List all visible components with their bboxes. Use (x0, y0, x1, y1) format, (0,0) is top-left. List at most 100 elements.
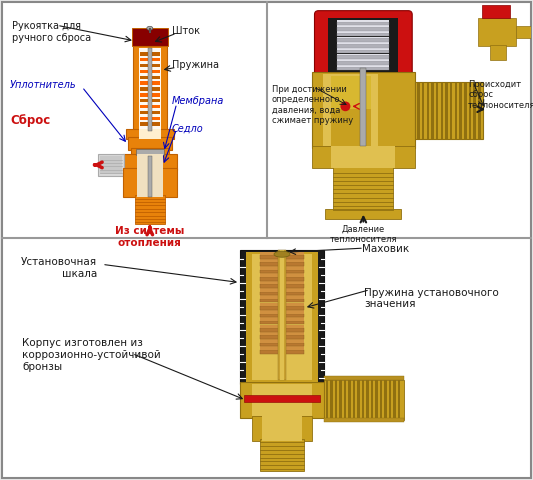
Bar (337, 44, 389, 48)
Text: Маховик: Маховик (362, 244, 409, 254)
Text: Седло: Седло (172, 124, 204, 134)
Bar (140, 56, 160, 58)
Bar (337, 56, 389, 59)
Bar (441, 82, 443, 139)
Bar (516, 26, 533, 38)
Text: При достижении
определенного
давления, вода
сжимает пружину: При достижении определенного давления, в… (272, 85, 353, 125)
Bar (260, 266, 304, 270)
Bar (140, 50, 160, 52)
Bar (260, 324, 304, 328)
Bar (455, 82, 457, 139)
Text: Сброс: Сброс (10, 114, 50, 128)
Bar (328, 17, 398, 72)
Bar (324, 380, 404, 420)
Bar (260, 350, 304, 354)
Bar (100, 156, 122, 174)
Text: Пружина: Пружина (172, 60, 219, 71)
Bar (337, 61, 389, 64)
Bar (133, 46, 167, 131)
Text: Из системы
отопления: Из системы отопления (115, 227, 184, 248)
Bar (128, 137, 172, 150)
Bar (140, 117, 160, 120)
Bar (140, 102, 160, 105)
Bar (422, 82, 424, 139)
Bar (252, 254, 312, 380)
Bar (389, 380, 391, 420)
Bar (260, 347, 304, 350)
Bar (240, 382, 324, 419)
Bar (358, 380, 360, 420)
Bar (371, 380, 373, 420)
Bar (132, 28, 168, 46)
Bar (360, 68, 366, 146)
Bar (436, 82, 439, 139)
Bar (464, 82, 466, 139)
Text: Установочная
шкала: Установочная шкала (21, 257, 97, 279)
Bar (140, 64, 160, 67)
Bar (260, 313, 304, 317)
Bar (337, 48, 389, 50)
Bar (126, 129, 174, 139)
Text: Мембрана: Мембрана (172, 96, 224, 107)
Bar (482, 5, 510, 19)
Bar (337, 59, 389, 61)
Bar (473, 82, 476, 139)
Bar (140, 99, 160, 102)
Bar (260, 274, 304, 277)
Bar (332, 146, 395, 168)
Bar (149, 28, 151, 33)
Bar (140, 70, 160, 73)
Bar (260, 343, 304, 346)
Bar (469, 82, 471, 139)
Bar (244, 395, 320, 402)
Bar (140, 52, 160, 56)
Bar (140, 87, 160, 91)
Bar (337, 65, 389, 67)
Bar (280, 250, 284, 380)
Bar (140, 61, 160, 64)
Bar (415, 82, 483, 139)
Bar (260, 263, 304, 266)
Bar (324, 376, 404, 380)
Bar (260, 332, 304, 336)
Bar (139, 48, 161, 129)
Bar (337, 25, 389, 27)
Bar (335, 380, 337, 420)
Bar (324, 74, 378, 146)
Bar (140, 73, 160, 75)
Text: Корпус изготовлен из
коррозионно-устойчивой
бронзы: Корпус изготовлен из коррозионно-устойчи… (22, 338, 161, 372)
Text: Происходит
сброс
теплоносителя: Происходит сброс теплоносителя (468, 80, 533, 110)
Bar (260, 321, 304, 324)
Bar (260, 259, 304, 263)
Bar (260, 288, 304, 292)
Bar (332, 109, 372, 146)
Bar (260, 439, 304, 471)
Bar (260, 328, 304, 332)
Bar (326, 209, 401, 218)
Bar (140, 122, 160, 126)
Bar (240, 250, 324, 384)
Bar (137, 168, 163, 197)
Bar (353, 380, 355, 420)
Text: Уплотнитель: Уплотнитель (10, 80, 77, 90)
Bar (337, 27, 389, 31)
Bar (260, 270, 304, 273)
Bar (337, 42, 389, 44)
Bar (490, 45, 506, 60)
Bar (252, 417, 312, 441)
Bar (426, 82, 429, 139)
Bar (246, 252, 318, 382)
Bar (140, 120, 160, 122)
Bar (260, 299, 304, 302)
Bar (260, 295, 304, 299)
Bar (337, 33, 389, 36)
Bar (137, 154, 163, 170)
Bar (260, 339, 304, 343)
Bar (260, 277, 304, 280)
Bar (148, 48, 152, 131)
Bar (478, 19, 516, 46)
Bar (324, 419, 404, 422)
Bar (337, 38, 389, 42)
Bar (340, 380, 342, 420)
Text: Шток: Шток (172, 26, 200, 36)
